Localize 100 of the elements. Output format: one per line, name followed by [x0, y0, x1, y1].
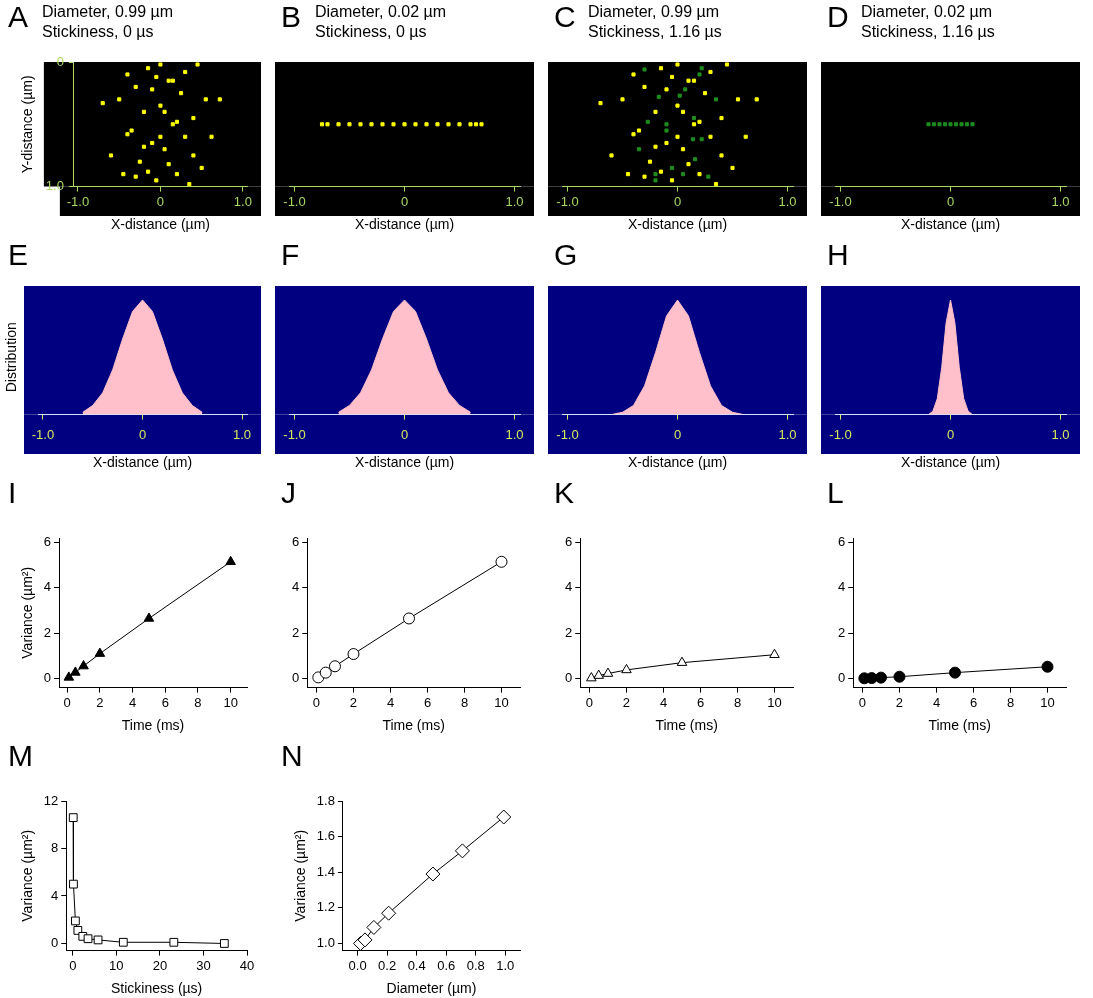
point	[381, 905, 397, 921]
point	[697, 172, 702, 177]
point	[454, 843, 470, 859]
point	[609, 153, 614, 158]
x-tick-label: 1.0	[778, 193, 797, 209]
chart-title: B	[280, 0, 302, 34]
point	[146, 66, 151, 71]
point	[713, 97, 719, 102]
y-axis-title: Variance (µm²)	[19, 566, 36, 659]
point	[121, 172, 126, 177]
point	[699, 66, 704, 71]
point	[117, 97, 122, 102]
point	[675, 62, 680, 67]
point	[70, 666, 81, 676]
x-tick-label: 0	[69, 957, 77, 973]
point	[217, 97, 222, 102]
y-tick-label: 0	[565, 670, 573, 686]
x-tick-label: 0.2	[378, 957, 397, 973]
chart-title: N	[280, 739, 304, 773]
point	[769, 648, 780, 658]
x-tick-label: 8	[1006, 694, 1015, 710]
point	[83, 934, 93, 944]
point	[680, 147, 686, 152]
x-tick-label: 10	[109, 957, 124, 973]
y-tick-label: 6	[565, 534, 573, 550]
point	[129, 128, 134, 133]
x-tick-label: 4	[128, 694, 137, 710]
point	[141, 144, 146, 149]
point	[680, 109, 686, 114]
point	[656, 94, 661, 99]
x-tick-label: 4	[659, 694, 668, 710]
y-tick-label: 4	[838, 579, 846, 595]
point	[675, 134, 680, 139]
point	[631, 72, 636, 77]
point	[653, 172, 658, 177]
x-tick-label: -1.0	[31, 426, 55, 442]
point	[357, 932, 373, 948]
point	[636, 147, 642, 152]
x-tick-label: 1.0	[1051, 193, 1070, 209]
y-tick-label: 4	[565, 579, 573, 595]
y-axis-title: Variance (µm²)	[292, 829, 309, 922]
point	[495, 555, 508, 568]
x-tick-label: 10	[767, 694, 782, 710]
point	[697, 119, 702, 124]
x-tick-label: 1.0	[496, 957, 515, 973]
x-tick-label: 4	[386, 694, 395, 710]
point	[71, 916, 80, 926]
point	[178, 91, 184, 96]
point	[118, 937, 128, 947]
point	[625, 172, 631, 177]
x-tick-label: 30	[196, 957, 211, 973]
chart-subtitle: Diameter, 0.99 µm Stickiness, 0 µs	[42, 2, 174, 42]
x-axis-title: X-distance (µm)	[354, 216, 455, 233]
x-tick-label: 0	[673, 193, 682, 209]
x-tick-label: 1.0	[232, 426, 252, 442]
point	[642, 174, 647, 179]
x-tick-label: 2	[349, 694, 358, 710]
point	[158, 103, 163, 108]
x-axis-title: X-distance (µm)	[627, 454, 728, 471]
point	[496, 809, 512, 825]
point	[69, 879, 78, 889]
y-tick-label: 12	[43, 792, 59, 808]
point	[586, 672, 597, 682]
point	[141, 109, 146, 114]
point	[653, 178, 658, 183]
point	[631, 132, 636, 137]
chart-title: M	[7, 739, 34, 773]
point	[328, 660, 341, 673]
y-tick-label: 6	[838, 534, 846, 550]
point	[708, 134, 713, 139]
point	[598, 101, 603, 106]
point	[658, 66, 664, 71]
point	[664, 128, 669, 133]
point	[319, 666, 332, 679]
point	[669, 178, 675, 183]
y-axis-title: Variance (µm²)	[19, 829, 36, 922]
point	[174, 172, 179, 177]
point	[735, 97, 741, 102]
y-tick-label: 0	[43, 670, 52, 686]
point	[653, 109, 658, 114]
x-tick-label: -1.0	[829, 426, 852, 442]
point	[669, 74, 675, 80]
chart-title: H	[826, 238, 850, 272]
x-tick-label: 0	[946, 426, 955, 442]
y-tick-label: 1.4	[316, 863, 335, 879]
y-tick-label: 2	[43, 624, 52, 640]
x-tick-label: -1.0	[829, 193, 852, 209]
x-axis-title: X-distance (µm)	[110, 216, 210, 233]
point	[150, 140, 155, 146]
chart-title: C	[553, 0, 577, 34]
y-tick-label: 8	[51, 840, 59, 856]
x-tick-label: 0	[585, 694, 594, 710]
point	[691, 78, 697, 83]
point	[154, 178, 159, 183]
point	[137, 159, 142, 164]
point	[209, 134, 214, 139]
point	[691, 116, 697, 121]
point	[166, 78, 171, 83]
point	[642, 84, 647, 89]
point	[677, 93, 682, 98]
